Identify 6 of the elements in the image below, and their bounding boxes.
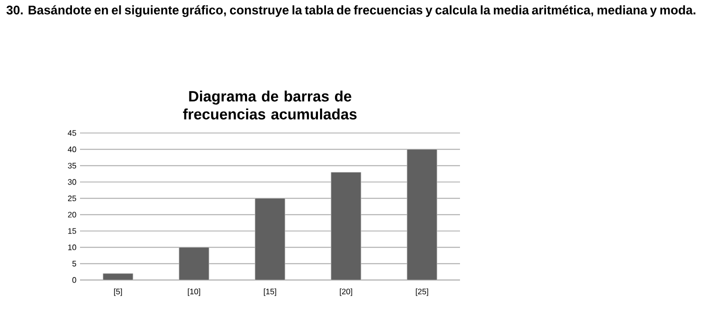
text: 30. Basándote en el siguiente gráfico, construye la tabla de frecuencias y calcula la media aritmética, mediana y moda. [6,5,696,17]
bar [406,149,438,280]
bar [254,198,286,280]
chart-title: Diagrama de barras de frecuencias acumuladas [183,90,357,120]
bar [178,247,210,280]
bar [330,172,362,280]
